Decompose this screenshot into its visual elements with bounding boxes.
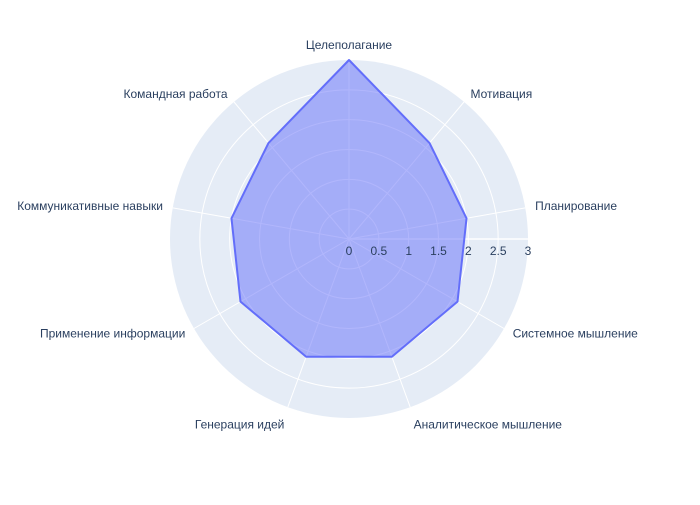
category-label: Командная работа bbox=[123, 87, 227, 101]
category-label: Системное мышление bbox=[513, 327, 638, 341]
radial-tick-label: 2.5 bbox=[490, 244, 507, 258]
category-label: Коммуникативные навыки bbox=[17, 199, 163, 213]
radial-tick-label: 2 bbox=[465, 244, 472, 258]
radar-series-area bbox=[230, 59, 468, 358]
radial-tick-label: 0 bbox=[346, 244, 353, 258]
category-label: Применение информации bbox=[40, 327, 185, 341]
radial-tick-label: 1.5 bbox=[430, 244, 447, 258]
category-label: Аналитическое мышление bbox=[414, 418, 563, 432]
category-label: Мотивация bbox=[471, 87, 533, 101]
category-label: Генерация идей bbox=[195, 418, 285, 432]
category-label: Планирование bbox=[535, 199, 617, 213]
category-label: Целеполагание bbox=[306, 38, 393, 52]
radial-tick-label: 0.5 bbox=[370, 244, 387, 258]
radial-tick-label: 1 bbox=[405, 244, 412, 258]
radial-tick-label: 3 bbox=[525, 244, 532, 258]
